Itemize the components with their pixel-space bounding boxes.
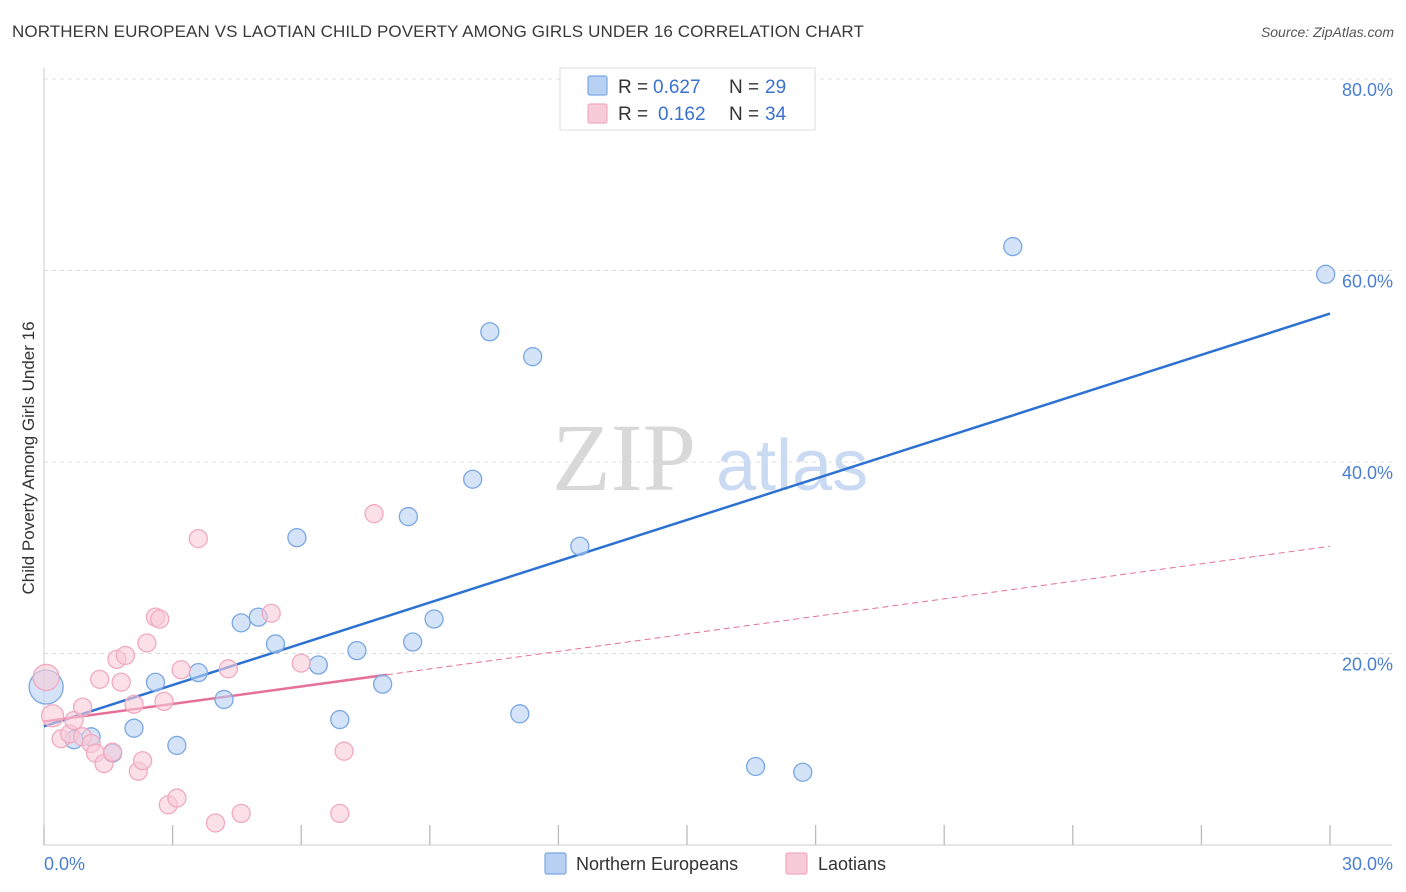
point-northern-europeans — [214, 689, 234, 710]
x-tick-label: 30.0% — [1342, 854, 1393, 874]
point-northern-europeans — [330, 709, 350, 730]
point-northern-europeans — [793, 762, 813, 782]
legend-n-label: N = — [729, 104, 759, 125]
point-northern-europeans — [265, 634, 286, 654]
point-northern-europeans — [523, 347, 543, 367]
point-northern-europeans — [463, 469, 483, 489]
point-northern-europeans — [398, 506, 419, 527]
legend-r-label: R = — [618, 77, 648, 98]
point-northern-europeans — [308, 655, 328, 675]
legend-n-label: N = — [729, 77, 759, 98]
x-tick-labels: 0.0% 30.0% — [44, 854, 1393, 874]
point-laotians — [218, 659, 238, 679]
point-northern-europeans — [231, 613, 251, 633]
point-northern-europeans — [372, 674, 393, 694]
legend-n-value: 34 — [765, 104, 787, 125]
y-axis-title: Child Poverty Among Girls Under 16 — [19, 321, 38, 594]
y-tick-labels: 20.0% 40.0% 60.0% 80.0% — [1342, 80, 1393, 675]
point-laotians — [150, 609, 170, 629]
point-laotians — [124, 694, 144, 714]
point-northern-europeans — [167, 735, 187, 756]
point-laotians — [115, 645, 136, 666]
point-northern-europeans — [287, 527, 307, 548]
watermark: ZIP atlas — [552, 404, 868, 511]
point-laotians — [132, 751, 153, 771]
point-laotians — [171, 660, 191, 680]
point-northern-europeans — [145, 672, 166, 692]
point-laotians — [334, 741, 354, 761]
legend-box: R = 0.627 N = 29 R = 0.162 N = 34 — [559, 67, 816, 131]
trend-line-laotians-extension — [386, 545, 1331, 676]
gridlines — [44, 78, 1392, 654]
point-laotians — [364, 504, 384, 524]
trend-lines — [43, 312, 1331, 728]
trend-line-northern-europeans — [43, 312, 1331, 728]
point-northern-europeans — [1316, 264, 1336, 284]
legend-r-value: 0.627 — [653, 77, 701, 98]
watermark-atlas: atlas — [716, 426, 868, 506]
point-northern-europeans — [124, 718, 144, 738]
point-laotians — [154, 691, 174, 712]
point-northern-europeans — [510, 704, 530, 724]
point-laotians — [90, 669, 110, 690]
point-northern-europeans — [347, 640, 367, 661]
bottom-legend: Northern Europeans Laotians — [544, 852, 886, 875]
point-laotians — [261, 603, 281, 623]
point-northern-europeans — [403, 632, 423, 652]
bottom-legend-label-laotians: Laotians — [818, 854, 886, 874]
point-laotians — [330, 803, 350, 824]
point-northern-europeans — [1003, 236, 1023, 257]
data-points — [28, 236, 1336, 833]
bottom-legend-label-northern-europeans: Northern Europeans — [576, 854, 738, 874]
legend-swatch-laotians — [587, 103, 608, 124]
legend-r-label: R = — [618, 104, 648, 125]
point-laotians — [188, 528, 208, 549]
point-northern-europeans — [570, 536, 590, 556]
legend-swatch-northern-europeans — [587, 75, 608, 96]
source-label: Source: ZipAtlas.com — [1260, 24, 1394, 40]
x-tick-label: 0.0% — [44, 854, 85, 874]
point-laotians — [32, 663, 60, 692]
point-northern-europeans — [480, 322, 500, 342]
legend-r-value: 0.162 — [658, 104, 706, 125]
point-laotians — [40, 704, 65, 728]
chart-title: NORTHERN EUROPEAN VS LAOTIAN CHILD POVER… — [12, 22, 864, 41]
point-laotians — [111, 672, 131, 692]
point-northern-europeans — [188, 663, 208, 683]
bottom-legend-swatch-laotians — [785, 852, 808, 875]
point-northern-europeans — [745, 756, 766, 777]
point-laotians — [291, 653, 311, 673]
y-tick-label: 60.0% — [1342, 272, 1393, 292]
y-tick-label: 20.0% — [1342, 655, 1393, 675]
point-laotians — [231, 803, 251, 824]
point-northern-europeans — [424, 609, 444, 629]
legend-n-value: 29 — [765, 77, 786, 98]
point-laotians — [205, 813, 226, 833]
y-tick-label: 80.0% — [1342, 80, 1393, 100]
y-tick-label: 40.0% — [1342, 463, 1393, 483]
point-laotians — [137, 633, 157, 653]
point-laotians — [72, 697, 93, 717]
bottom-legend-swatch-northern-europeans — [544, 852, 567, 875]
point-laotians — [102, 742, 123, 762]
point-laotians — [167, 788, 187, 808]
watermark-zip: ZIP — [552, 404, 696, 511]
